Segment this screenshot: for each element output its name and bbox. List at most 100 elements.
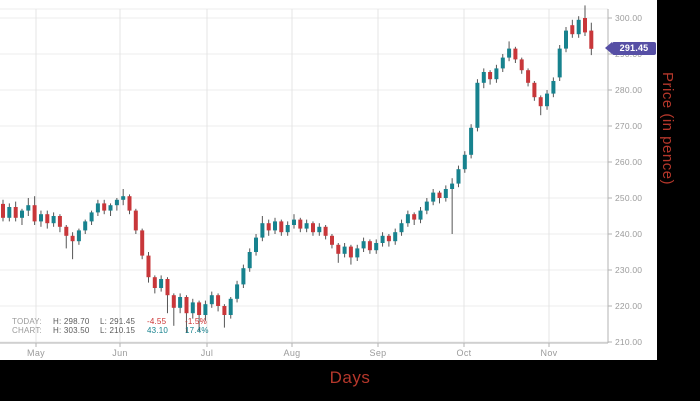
x-tick-label: Sep <box>370 348 387 358</box>
candle-body <box>526 70 531 83</box>
candle <box>266 219 271 236</box>
candle-body <box>203 304 208 315</box>
candle <box>108 203 113 216</box>
candle-body <box>589 30 594 49</box>
candle <box>64 225 69 249</box>
candle-body <box>140 230 145 256</box>
candle-body <box>348 246 353 258</box>
candle <box>114 198 119 211</box>
x-tick-label: May <box>27 348 45 358</box>
candle <box>279 219 284 236</box>
candle-body <box>57 216 62 227</box>
range-summary: TODAY: H: 298.70 L: 291.45 -4.55 -1.5% C… <box>12 317 222 335</box>
candle <box>386 234 391 247</box>
candle <box>273 217 277 234</box>
candle <box>184 295 189 333</box>
candle-body <box>342 246 347 254</box>
candle-body <box>7 207 12 218</box>
candle <box>557 45 562 81</box>
candle-body <box>83 221 88 231</box>
candle <box>89 210 94 225</box>
candle-body <box>114 199 119 206</box>
y-tick-label: 270.00 <box>615 121 642 131</box>
candle <box>500 54 505 72</box>
candle <box>190 298 195 319</box>
candle <box>405 210 410 227</box>
candle-body <box>184 297 189 314</box>
candle-body <box>576 19 581 35</box>
candle-body <box>437 192 442 198</box>
candle-body <box>108 205 113 211</box>
candle-body <box>20 210 24 218</box>
chart-change-pct: 17.4% <box>185 326 209 335</box>
candle <box>260 216 265 242</box>
y-axis-title: Price (in pence) <box>659 72 676 186</box>
candle <box>475 79 480 132</box>
candle <box>532 81 537 101</box>
candle <box>165 277 170 314</box>
y-tick-label: 250.00 <box>615 193 642 203</box>
candle <box>462 151 467 173</box>
candle-body <box>45 214 50 224</box>
candle <box>450 178 455 234</box>
candle-body <box>507 48 512 58</box>
chart-panel: 300.00290.00280.00270.00260.00250.00240.… <box>0 0 657 360</box>
candle-body <box>570 25 575 35</box>
x-axis-title: Days <box>329 368 371 387</box>
candle-body <box>159 279 164 288</box>
candle-body <box>538 97 543 107</box>
candle <box>20 208 24 225</box>
candle <box>83 219 88 234</box>
candle-body <box>304 223 309 229</box>
candle <box>519 57 524 74</box>
candle <box>545 90 549 110</box>
last-price-badge: 291.45 <box>605 42 656 56</box>
candle-body <box>367 241 372 251</box>
x-tick-label: Jul <box>201 348 213 358</box>
candle-body <box>519 59 524 71</box>
candle-body <box>152 277 157 288</box>
chart-high: H: 303.50 <box>53 326 90 335</box>
candle-body <box>494 68 499 80</box>
candle-body <box>583 18 587 33</box>
candle-body <box>222 306 227 315</box>
candle <box>494 64 499 83</box>
candle-body <box>216 295 221 306</box>
candle-body <box>361 241 366 249</box>
candle <box>26 198 31 216</box>
candle <box>241 264 246 288</box>
candle <box>551 77 556 98</box>
candle-body <box>95 203 100 213</box>
candle <box>197 300 202 332</box>
candle-body <box>146 255 151 278</box>
candle <box>570 19 575 38</box>
candle-body <box>127 196 132 211</box>
candle <box>507 41 512 62</box>
candle <box>443 185 448 202</box>
candle-body <box>412 214 417 220</box>
candle-body <box>399 223 404 233</box>
candlestick-chart: 300.00290.00280.00270.00260.00250.00240.… <box>0 5 642 358</box>
candle-body <box>418 210 423 220</box>
candle <box>203 300 208 321</box>
candle <box>538 95 543 116</box>
candle-body <box>374 243 379 251</box>
candle <box>304 219 309 233</box>
candle <box>127 194 132 215</box>
candle <box>57 214 62 233</box>
candle-body <box>165 279 170 296</box>
x-tick-label: Oct <box>457 348 472 358</box>
candle <box>418 207 423 224</box>
candle <box>159 275 164 292</box>
candle-body <box>64 226 69 236</box>
candle <box>367 239 372 254</box>
candle-body <box>431 192 436 202</box>
candle <box>342 243 347 258</box>
today-high: H: 298.70 <box>53 317 90 326</box>
candle-body <box>235 284 240 299</box>
candle <box>437 190 442 204</box>
candle-body <box>209 295 214 305</box>
candle-body <box>197 302 202 315</box>
candle-body <box>228 298 233 315</box>
candle-body <box>89 212 94 222</box>
